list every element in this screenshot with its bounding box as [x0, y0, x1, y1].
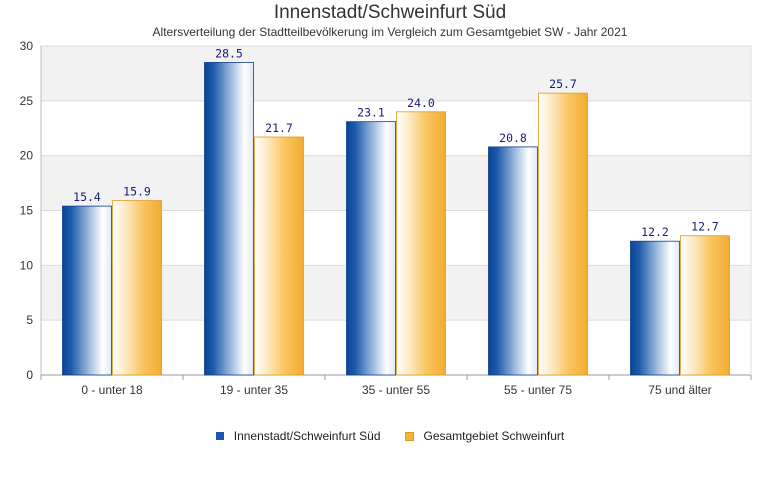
bar: [538, 92, 588, 376]
data-label: 20.8: [499, 131, 527, 145]
bar: [630, 240, 680, 376]
y-tick-label: 20: [20, 149, 34, 163]
bars: [62, 62, 730, 376]
labels: 15.4 15.9 28.5 21.7 23.1 24.0 20.8 25.7 12.2 12.7: [73, 46, 719, 239]
bar: [488, 146, 538, 376]
bar: [254, 136, 304, 376]
legend-item-series-1: Innenstadt/Schweinfurt Süd: [215, 429, 381, 443]
bar: [112, 200, 162, 376]
y-tick-label: 15: [20, 204, 34, 218]
data-label: 12.2: [641, 225, 669, 239]
data-label: 21.7: [265, 121, 293, 135]
legend-item-series-2: Gesamtgebiet Schweinfurt: [404, 429, 565, 443]
legend: Innenstadt/Schweinfurt Süd Gesamtgebiet …: [0, 429, 780, 443]
legend-label-series-2: Gesamtgebiet Schweinfurt: [423, 429, 565, 443]
y-tick-label: 5: [26, 313, 33, 327]
legend-label-series-1: Innenstadt/Schweinfurt Süd: [233, 429, 381, 443]
y-tick-label: 25: [20, 94, 34, 108]
legend-swatch-series-2: [404, 431, 414, 441]
bar: [396, 111, 446, 376]
chart-title: Innenstadt/Schweinfurt Süd: [273, 2, 507, 23]
data-label: 12.7: [691, 220, 719, 234]
x-tick-label: 75 und älter: [648, 383, 711, 397]
data-label: 28.5: [215, 46, 243, 60]
x-tick-label: 55 - unter 75: [504, 383, 572, 397]
data-label: 23.1: [357, 106, 385, 120]
x-tick-label: 19 - unter 35: [220, 383, 288, 397]
data-label: 15.9: [123, 185, 151, 199]
bar: [62, 205, 112, 376]
y-tick-label: 30: [20, 39, 34, 53]
chart-subtitle: Altersverteilung der Stadtteilbevölkerun…: [152, 25, 628, 39]
y-tick-label: 10: [20, 258, 34, 272]
x-tick-label: 0 - unter 18: [81, 383, 143, 397]
data-label: 24.0: [407, 96, 435, 110]
legend-swatch-series-1: [215, 432, 224, 440]
bar: [680, 235, 730, 376]
y-tick-label: 0: [26, 368, 33, 382]
data-label: 15.4: [73, 190, 101, 204]
bar: [204, 62, 254, 376]
plot-band: [41, 46, 751, 101]
bar: [346, 121, 396, 376]
data-label: 25.7: [549, 77, 577, 91]
x-tick-label: 35 - unter 55: [362, 383, 430, 397]
